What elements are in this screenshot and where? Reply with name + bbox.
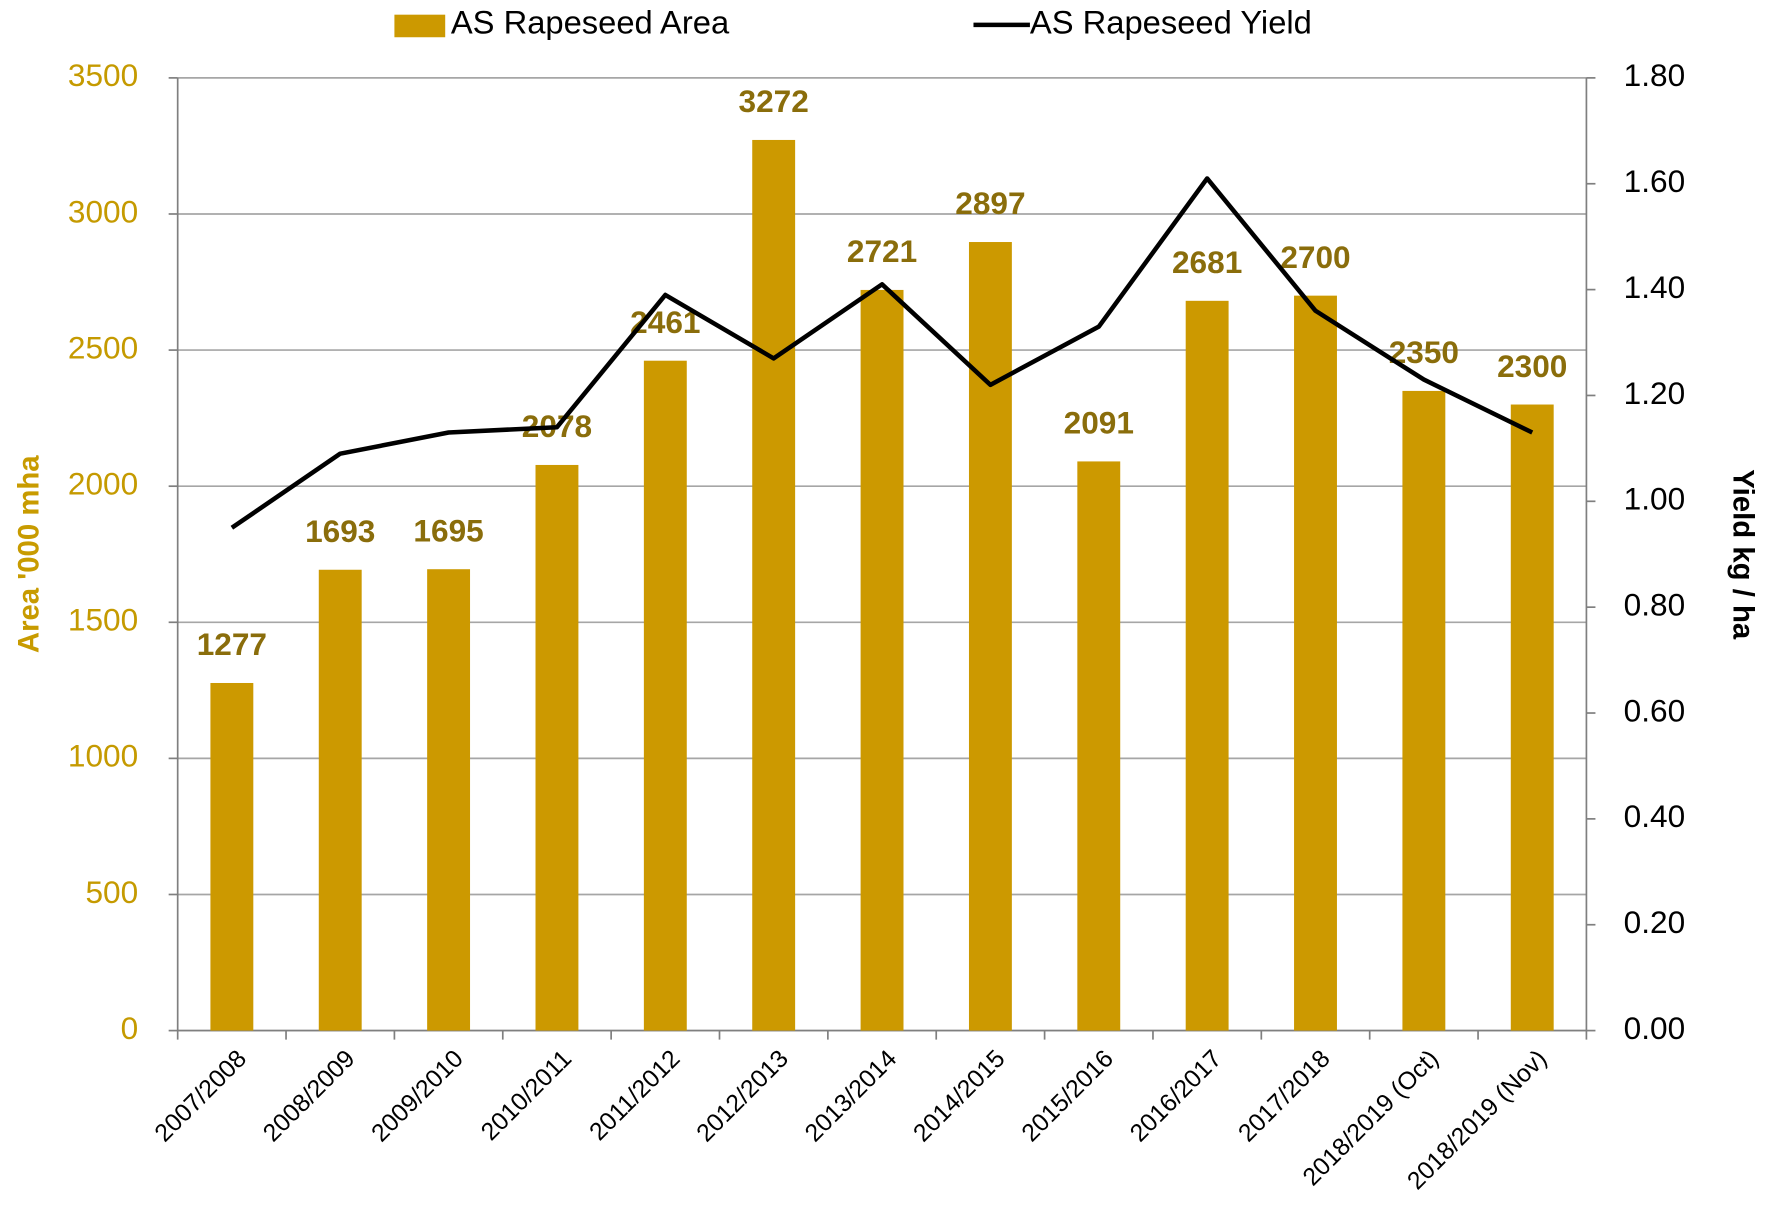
x-tick-label: 2010/2011: [476, 1045, 577, 1146]
bar: [1510, 404, 1554, 1031]
data-label: 1277: [197, 626, 267, 662]
y-tick-label: 3500: [68, 57, 138, 93]
y2-tick-label: 1.60: [1624, 163, 1686, 199]
bar: [752, 139, 796, 1031]
bar: [643, 360, 687, 1031]
y2-tick-label: 0.00: [1624, 1010, 1686, 1046]
legend-label: AS Rapeseed Yield: [1030, 3, 1312, 40]
x-tick-label: 2015/2016: [1017, 1045, 1119, 1147]
x-tick-label: 2011/2012: [585, 1045, 686, 1146]
y2-tick-label: 1.00: [1624, 481, 1686, 517]
y2-tick-label: 0.40: [1624, 798, 1686, 834]
data-label: 2700: [1280, 239, 1350, 275]
y-tick-label: 1000: [68, 738, 138, 774]
bar: [318, 569, 362, 1031]
data-label: 2300: [1497, 348, 1567, 384]
bar: [427, 569, 471, 1031]
bar: [968, 242, 1012, 1031]
y-tick-label: 500: [85, 874, 138, 910]
data-label: 2897: [955, 185, 1025, 221]
y-tick-label: 2500: [68, 329, 138, 365]
x-tick-label: 2007/2008: [150, 1045, 252, 1147]
y-tick-label: 0: [121, 1010, 139, 1046]
x-tick-label: 2017/2018: [1234, 1045, 1336, 1147]
data-label: 1695: [413, 512, 483, 548]
y2-tick-label: 0.20: [1624, 904, 1686, 940]
bar: [210, 682, 254, 1031]
data-label: 3272: [739, 83, 809, 119]
line: [230, 176, 1534, 530]
data-label: 2681: [1172, 244, 1242, 280]
x-tick-label: 2013/2014: [800, 1045, 902, 1147]
legend-label: AS Rapeseed Area: [451, 3, 730, 40]
data-label: 2721: [847, 233, 917, 269]
y2-tick-label: 0.80: [1624, 587, 1686, 623]
x-tick-label: 2012/2013: [692, 1045, 794, 1147]
data-label: 2091: [1064, 405, 1134, 441]
bar: [535, 464, 579, 1031]
y2-tick-label: 1.40: [1624, 269, 1686, 305]
bar: [1077, 461, 1121, 1031]
bar: [860, 289, 904, 1031]
y-tick-label: 3000: [68, 193, 138, 229]
y2-tick-label: 0.60: [1624, 692, 1686, 728]
bar: [1294, 295, 1337, 1031]
x-tick-label: 2008/2009: [258, 1045, 360, 1147]
legend-swatch: [394, 14, 446, 38]
y2-tick-label: 1.80: [1624, 57, 1686, 93]
x-tick-label: 2016/2017: [1125, 1045, 1227, 1147]
y-tick-label: 1500: [68, 602, 138, 638]
y-tick-label: 2000: [68, 466, 138, 502]
y-axis-label: Area '000 mha: [13, 455, 46, 653]
y2-tick-label: 1.20: [1624, 375, 1686, 411]
data-label: 1693: [305, 513, 375, 549]
bar: [1402, 390, 1446, 1031]
bar: [1185, 300, 1229, 1031]
x-tick-label: 2014/2015: [908, 1045, 1010, 1147]
y2-axis-label: Yield kg / ha: [1726, 469, 1759, 640]
x-tick-label: 2009/2010: [367, 1045, 469, 1147]
